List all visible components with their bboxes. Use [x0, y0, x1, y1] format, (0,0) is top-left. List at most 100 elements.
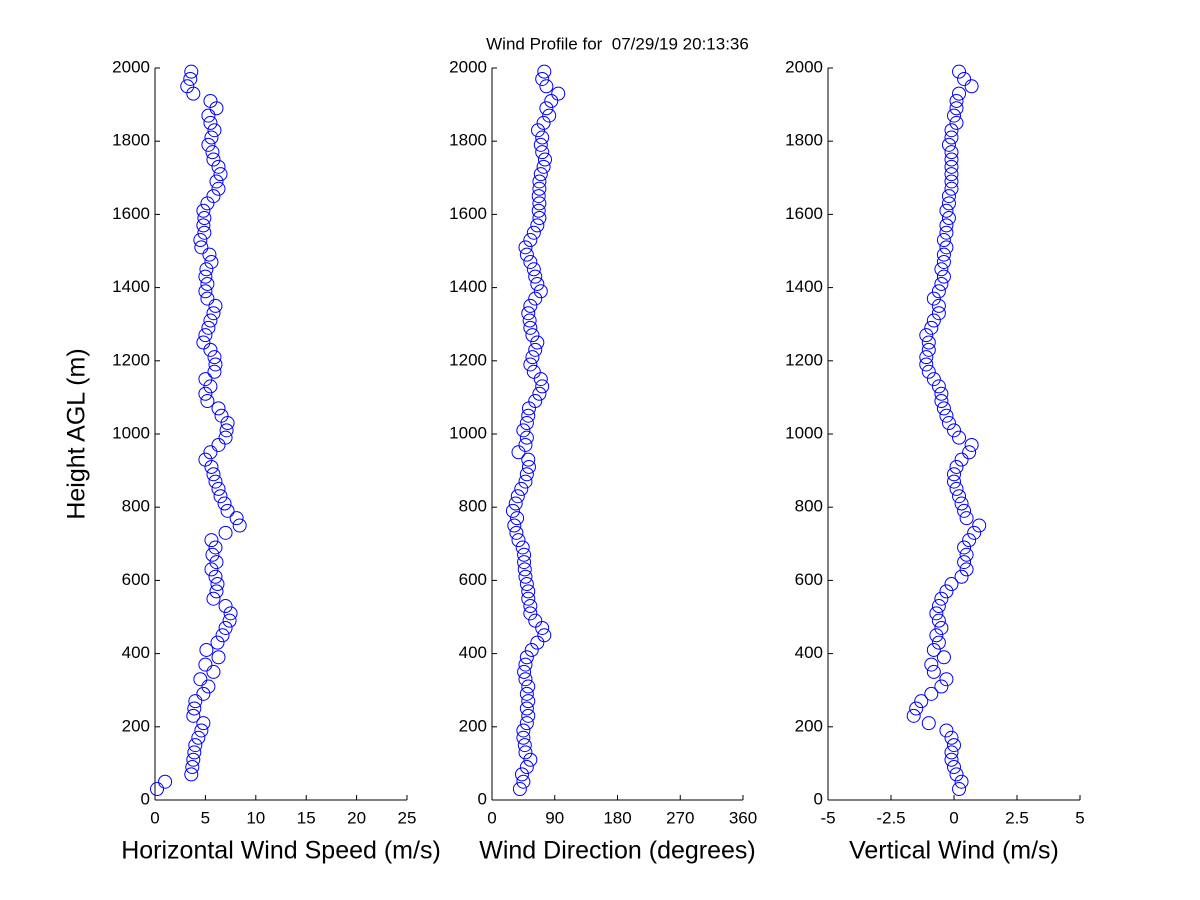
- data-point: [521, 408, 536, 423]
- y-tick-label: 1000: [785, 423, 823, 442]
- data-point: [528, 394, 543, 409]
- data-point: [537, 152, 552, 167]
- data-point: [936, 269, 951, 284]
- data-point: [515, 540, 530, 555]
- data-point: [954, 452, 969, 467]
- data-point: [200, 276, 215, 291]
- data-point: [523, 320, 538, 335]
- data-point: [919, 357, 934, 372]
- data-point: [196, 203, 211, 218]
- data-point: [220, 503, 235, 518]
- y-tick-label: 1600: [449, 204, 487, 223]
- data-point: [196, 335, 211, 350]
- data-point: [197, 211, 212, 226]
- data-point: [535, 620, 550, 635]
- data-point: [526, 225, 541, 240]
- data-point: [188, 694, 203, 709]
- data-point: [199, 642, 214, 657]
- y-tick-label: 400: [795, 643, 823, 662]
- y-tick-label: 800: [459, 497, 487, 516]
- data-point: [536, 159, 551, 174]
- data-point: [206, 152, 221, 167]
- data-point: [517, 555, 532, 570]
- data-point: [542, 108, 557, 123]
- data-point: [544, 93, 559, 108]
- data-point: [211, 650, 226, 665]
- data-point: [196, 686, 211, 701]
- y-tick-label: 800: [122, 497, 150, 516]
- data-point: [211, 437, 226, 452]
- data-point: [517, 547, 532, 562]
- data-point: [921, 364, 936, 379]
- data-point: [934, 386, 949, 401]
- data-point: [184, 767, 199, 782]
- data-point: [532, 386, 547, 401]
- data-point: [201, 108, 216, 123]
- data-point: [944, 174, 959, 189]
- data-point: [934, 276, 949, 291]
- data-point: [217, 496, 232, 511]
- data-point: [952, 86, 967, 101]
- data-point: [924, 320, 939, 335]
- data-point: [229, 511, 244, 526]
- x-tick-label: 270: [666, 808, 694, 827]
- data-point: [530, 635, 545, 650]
- data-point: [516, 723, 531, 738]
- data-point: [929, 606, 944, 621]
- data-point: [944, 152, 959, 167]
- y-tick-label: 1400: [785, 277, 823, 296]
- x-axis-label: Wind Direction (degrees): [479, 837, 756, 865]
- data-point: [208, 474, 223, 489]
- data-point: [919, 350, 934, 365]
- data-point: [200, 394, 215, 409]
- data-point: [205, 145, 220, 160]
- data-point: [533, 137, 548, 152]
- data-point: [210, 577, 225, 592]
- data-point: [909, 701, 924, 716]
- data-point: [205, 547, 220, 562]
- x-tick-label: 2.5: [1005, 808, 1029, 827]
- data-point: [939, 240, 954, 255]
- data-point: [208, 569, 223, 584]
- data-point: [201, 320, 216, 335]
- y-tick-label: 0: [478, 789, 487, 808]
- data-point: [944, 745, 959, 760]
- data-point: [516, 774, 531, 789]
- data-point: [535, 379, 550, 394]
- data-point: [204, 562, 219, 577]
- y-tick-label: 200: [122, 716, 150, 735]
- data-point: [936, 233, 951, 248]
- data-point: [528, 342, 543, 357]
- data-point: [519, 247, 534, 262]
- data-point: [158, 774, 173, 789]
- data-point: [518, 745, 533, 760]
- data-point: [208, 357, 223, 372]
- x-tick-label: 180: [603, 808, 631, 827]
- data-point: [964, 437, 979, 452]
- data-point: [957, 71, 972, 86]
- data-point: [197, 225, 212, 240]
- data-point: [193, 233, 208, 248]
- data-point: [203, 379, 218, 394]
- data-point: [521, 591, 536, 606]
- data-point: [185, 760, 200, 775]
- data-point: [519, 716, 534, 731]
- data-point: [931, 599, 946, 614]
- data-point: [201, 679, 216, 694]
- data-point: [531, 189, 546, 204]
- data-point: [204, 130, 219, 145]
- data-point: [939, 225, 954, 240]
- y-tick-label: 400: [122, 643, 150, 662]
- data-point: [510, 511, 525, 526]
- data-point: [186, 752, 201, 767]
- data-point: [519, 416, 534, 431]
- y-tick-label: 0: [814, 789, 823, 808]
- data-point: [218, 599, 233, 614]
- data-point: [967, 525, 982, 540]
- data-point: [949, 481, 964, 496]
- y-tick-label: 200: [459, 716, 487, 735]
- data-point: [939, 672, 954, 687]
- data-point: [203, 313, 218, 328]
- data-point: [926, 664, 941, 679]
- data-point: [187, 701, 202, 716]
